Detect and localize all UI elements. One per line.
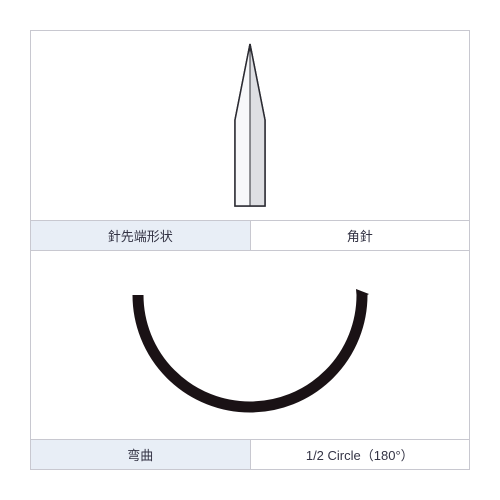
spec-value-curvature: 1/2 Circle（180°） bbox=[251, 440, 470, 469]
spec-value-tip-shape: 角針 bbox=[251, 221, 470, 250]
spec-label-tip-shape: 針先端形状 bbox=[31, 221, 251, 250]
spec-row-curvature: 弯曲 1/2 Circle（180°） bbox=[31, 439, 469, 469]
spec-row-tip-shape: 針先端形状 角針 bbox=[31, 220, 469, 250]
needle-tip-image-cell bbox=[31, 31, 469, 220]
needle-curve-image-cell bbox=[31, 250, 469, 440]
needle-curve-icon bbox=[110, 265, 390, 425]
spec-table: 針先端形状 角針 弯曲 1/2 Circle（180°） bbox=[30, 30, 470, 470]
needle-tip-icon bbox=[210, 40, 290, 210]
spec-label-curvature: 弯曲 bbox=[31, 440, 251, 469]
